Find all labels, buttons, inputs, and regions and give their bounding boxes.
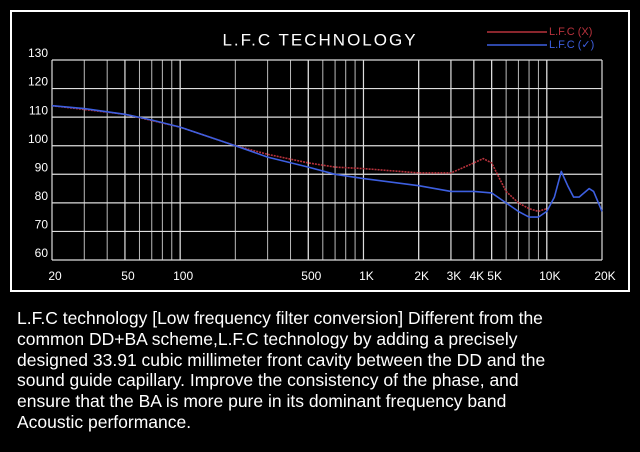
- x-tick-label: 20K: [594, 269, 615, 283]
- y-tick-label: 70: [35, 218, 49, 232]
- y-tick-label: 60: [35, 246, 49, 260]
- x-tick-label: 4K: [470, 269, 485, 283]
- y-tick-label: 100: [28, 132, 48, 146]
- description-line: Acoustic performance.: [17, 411, 192, 432]
- chart: L.F.C TECHNOLOGY 60 70 80 90 100 110 120 130 20 5…: [10, 10, 630, 292]
- x-tick-label: 10K: [539, 269, 560, 283]
- y-tick-label: 80: [35, 189, 49, 203]
- y-tick-label: 120: [28, 75, 48, 89]
- x-tick-label: 5K: [487, 269, 502, 283]
- x-tick-label: 20: [48, 269, 62, 283]
- description-line: designed 33.91 cubic millimeter front ca…: [17, 349, 546, 370]
- chart-title: L.F.C TECHNOLOGY: [222, 30, 417, 49]
- description-line: sound guide capillary. Improve the consi…: [17, 370, 519, 391]
- legend-label: L.F.C (✓): [549, 39, 594, 51]
- x-tick-label: 500: [301, 269, 321, 283]
- description-line: L.F.C technology [Low frequency filter c…: [17, 308, 543, 328]
- description-line: ensure that the BA is more pure in its d…: [17, 391, 507, 412]
- series-line: [51, 104, 603, 218]
- y-tick-label: 90: [35, 160, 49, 174]
- y-tick-label: 110: [29, 103, 48, 117]
- legend-label: L.F.C (X): [549, 26, 592, 38]
- x-tick-label: 2K: [414, 269, 429, 283]
- description-line: common DD+BA scheme,L.F.C technology by …: [17, 328, 518, 349]
- y-tick-label: 130: [28, 46, 48, 60]
- x-tick-label: 100: [173, 269, 193, 283]
- x-tick-label: 50: [121, 269, 135, 283]
- x-tick-label: 1K: [359, 269, 374, 283]
- description: L.F.C technology [Low frequency filter c…: [17, 308, 632, 433]
- x-tick-label: 3K: [447, 269, 462, 283]
- chart-frame: [10, 10, 630, 292]
- series-line: [51, 104, 548, 213]
